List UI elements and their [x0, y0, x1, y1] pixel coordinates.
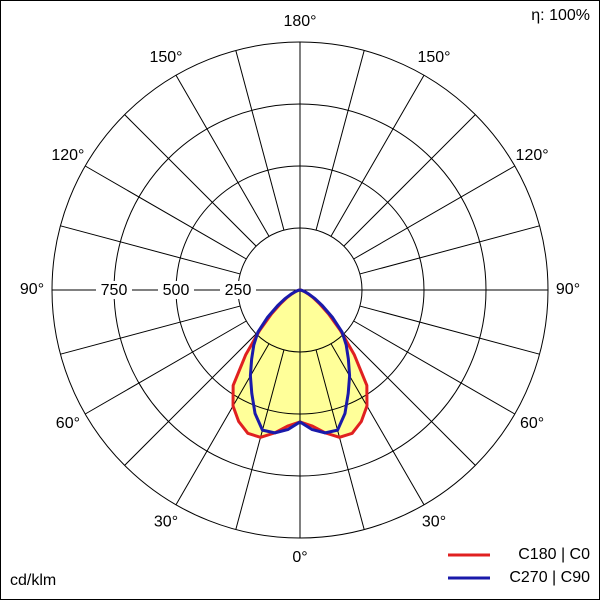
unit-label: cd/klm [10, 572, 56, 589]
spoke [84, 320, 247, 415]
r-tick-label: 500 [163, 282, 190, 299]
r-tick-label: 250 [225, 282, 252, 299]
spoke [175, 343, 270, 506]
spoke [235, 50, 285, 231]
r-label-bg [158, 281, 194, 299]
spoke [84, 165, 247, 260]
spoke [60, 225, 241, 275]
spoke [353, 165, 516, 260]
spoke [315, 349, 365, 530]
spoke [359, 225, 540, 275]
series-fill [300, 290, 367, 438]
angle-label: 150° [417, 49, 450, 66]
legend-label: C270 | C90 [509, 569, 590, 586]
angle-label: 60° [520, 415, 544, 432]
spoke [359, 305, 540, 355]
series-fill [233, 290, 300, 438]
spoke [175, 74, 270, 237]
outer-ring [51, 41, 549, 539]
angle-label: 180° [283, 13, 316, 30]
angle-label: 120° [51, 147, 84, 164]
spoke [353, 320, 516, 415]
angle-label: 90° [556, 281, 580, 298]
legend-label: C180 | C0 [518, 546, 590, 563]
annotation: η: 100% [531, 7, 590, 24]
angle-label: 150° [149, 49, 182, 66]
spoke [235, 349, 285, 530]
angle-label: 30° [422, 513, 446, 530]
angle-label: 30° [154, 513, 178, 530]
angle-label: 0° [292, 549, 307, 566]
angle-label: 90° [20, 281, 44, 298]
spoke [330, 74, 425, 237]
series-line [248, 288, 302, 435]
spoke [315, 50, 365, 231]
angle-label: 60° [56, 415, 80, 432]
series-line [298, 288, 352, 435]
spoke [60, 305, 241, 355]
angle-label: 120° [516, 147, 549, 164]
r-label-bg [96, 281, 132, 299]
spoke [343, 333, 476, 466]
r-tick-label: 750 [101, 282, 128, 299]
spoke [343, 114, 476, 247]
r-label-bg [220, 281, 256, 299]
spoke [124, 333, 257, 466]
spoke [124, 114, 257, 247]
spoke [330, 343, 425, 506]
